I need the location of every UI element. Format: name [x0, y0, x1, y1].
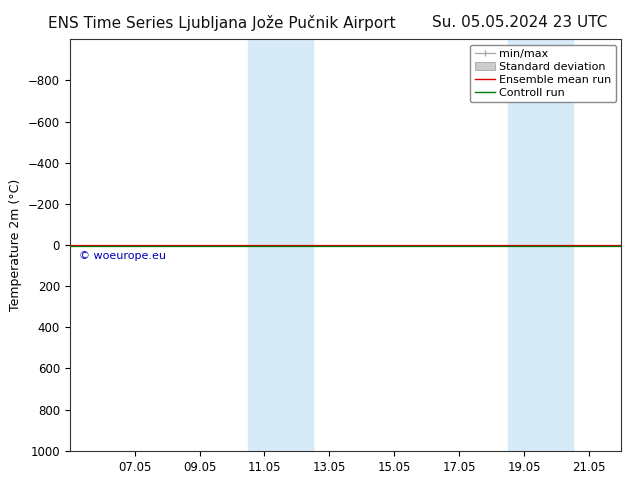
Legend: min/max, Standard deviation, Ensemble mean run, Controll run: min/max, Standard deviation, Ensemble me…	[470, 45, 616, 102]
Text: © woeurope.eu: © woeurope.eu	[79, 251, 167, 261]
Y-axis label: Temperature 2m (°C): Temperature 2m (°C)	[10, 179, 22, 311]
Text: Su. 05.05.2024 23 UTC: Su. 05.05.2024 23 UTC	[432, 15, 607, 30]
Bar	[248, 39, 313, 451]
Text: ENS Time Series Ljubljana Jože Pučnik Airport: ENS Time Series Ljubljana Jože Pučnik Ai…	[48, 15, 396, 31]
Bar	[508, 39, 573, 451]
